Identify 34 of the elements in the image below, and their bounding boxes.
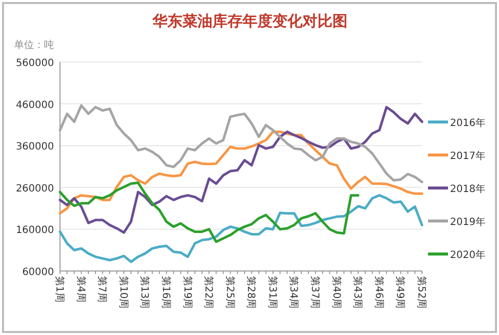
line-series — [58, 194, 424, 264]
x-tick-label: 第40周 — [330, 276, 342, 309]
x-tick-label: 第10周 — [117, 276, 130, 309]
y-tick-label: 460000 — [16, 100, 54, 111]
x-tick-label: 第13周 — [138, 276, 151, 309]
y-tick-label: 260000 — [16, 183, 54, 194]
x-tick-label: 第46周 — [372, 276, 385, 309]
x-tick-label: 第37周 — [309, 276, 322, 309]
x-tick-label: 第22周 — [202, 276, 215, 309]
x-tick-label: 第28周 — [245, 276, 258, 309]
x-tick-label: 第52周 — [416, 276, 428, 309]
legend-label: 2019年 — [450, 216, 486, 228]
x-tick-label: 第25周 — [224, 276, 236, 309]
x-tick-label: 第4周 — [74, 276, 87, 302]
line-series — [58, 182, 360, 243]
x-tick-label: 第1周 — [54, 276, 66, 302]
x-tick-label: 第16周 — [160, 276, 172, 309]
x-tick-label: 第19周 — [181, 276, 194, 309]
x-tick-label: 第31周 — [266, 276, 278, 309]
x-tick-label: 第43周 — [352, 276, 364, 309]
line-series — [58, 106, 424, 234]
y-axis-title: 单位：吨 — [14, 39, 54, 51]
legend-label: 2017年 — [450, 150, 486, 162]
y-tick-label: 60000 — [22, 267, 54, 278]
legend-label: 2018年 — [450, 183, 486, 195]
y-tick-label: 160000 — [16, 225, 54, 236]
legend-label: 2016年 — [450, 117, 486, 129]
x-tick-label: 第49周 — [394, 276, 406, 309]
x-tick-label: 第7周 — [96, 276, 108, 302]
legend-label: 2020年 — [450, 249, 486, 261]
x-tick-label: 第34周 — [288, 276, 300, 309]
y-tick-label: 360000 — [16, 142, 54, 153]
chart-title: 华东菜油库存年度变化对比图 — [152, 12, 348, 30]
y-tick-label: 560000 — [16, 58, 54, 69]
